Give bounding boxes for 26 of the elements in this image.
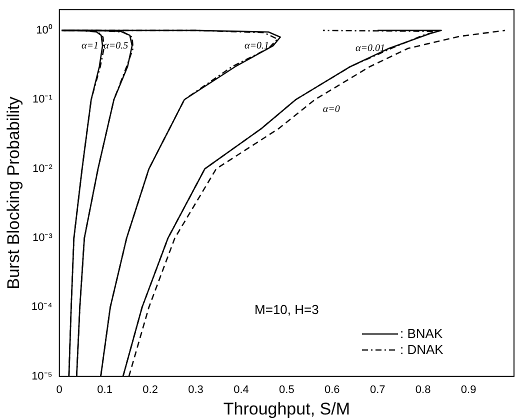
y-axis-title: Burst Blocking Probability <box>4 96 23 290</box>
y-tick-label: 10⁰ <box>36 23 52 36</box>
x-tick-label: 0.8 <box>415 384 431 396</box>
x-tick-label: 0 <box>56 384 62 396</box>
x-tick-label: 0.3 <box>188 384 204 396</box>
annotation: α=0.01 <box>355 43 385 54</box>
legend-label: : DNAK <box>400 342 444 358</box>
x-tick-label: 0.1 <box>97 384 112 396</box>
annotation: α=0 <box>322 104 340 116</box>
x-tick-label: 0.9 <box>460 384 476 396</box>
y-tick-label: 10⁻² <box>32 162 53 175</box>
y-tick-label: 10⁻⁵ <box>32 370 52 382</box>
legend-label: : BNAK <box>400 326 443 342</box>
x-tick-label: 0.7 <box>370 384 386 396</box>
y-tick-label: 10⁻³ <box>32 232 53 244</box>
x-tick-label: 0.4 <box>234 384 249 396</box>
x-tick-label: 0.2 <box>142 384 158 396</box>
y-tick-label: 10⁻¹ <box>32 94 53 106</box>
x-axis-title: Throughput, S/M <box>223 399 350 418</box>
x-tick-label: 0.6 <box>324 384 340 396</box>
annotation: α=0.5 <box>104 40 128 52</box>
annotation: α=1 <box>82 40 99 52</box>
x-tick-label: 0.5 <box>279 384 294 396</box>
annotation: M=10, H=3 <box>254 302 319 317</box>
annotation: α=0.1 <box>244 40 270 52</box>
y-tick-label: 10⁻⁴ <box>31 301 53 314</box>
